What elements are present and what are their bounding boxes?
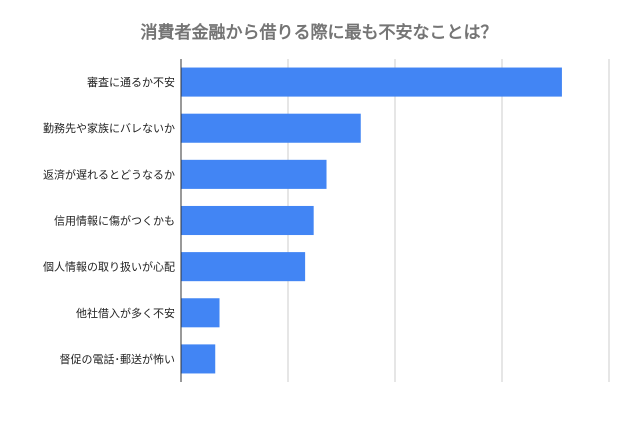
category-label: 督促の電話･郵送が怖い bbox=[60, 352, 176, 366]
bars bbox=[181, 67, 562, 374]
category-label: 審査に通るか不安 bbox=[87, 75, 175, 89]
chart-title: 消費者金融から借りる際に最も不安なことは？ bbox=[141, 22, 498, 43]
bar bbox=[181, 159, 327, 189]
gridlines bbox=[287, 59, 610, 382]
category-label: 返済が遅れるとどうなるか bbox=[43, 167, 175, 181]
bar bbox=[181, 252, 306, 282]
bar bbox=[181, 344, 216, 374]
category-labels: 審査に通るか不安勤務先や家族にバレないか返済が遅れるとどうなるか信用情報に傷がつ… bbox=[43, 75, 175, 366]
category-label: 信用情報に傷がつくかも bbox=[54, 214, 175, 228]
category-label: 他社借入が多く不安 bbox=[76, 306, 175, 320]
bar bbox=[181, 113, 361, 143]
bar bbox=[181, 67, 562, 97]
category-label: 個人情報の取り扱いが心配 bbox=[43, 260, 175, 274]
bar bbox=[181, 205, 314, 236]
category-label: 勤務先や家族にバレないか bbox=[43, 121, 175, 135]
bar bbox=[181, 298, 220, 328]
